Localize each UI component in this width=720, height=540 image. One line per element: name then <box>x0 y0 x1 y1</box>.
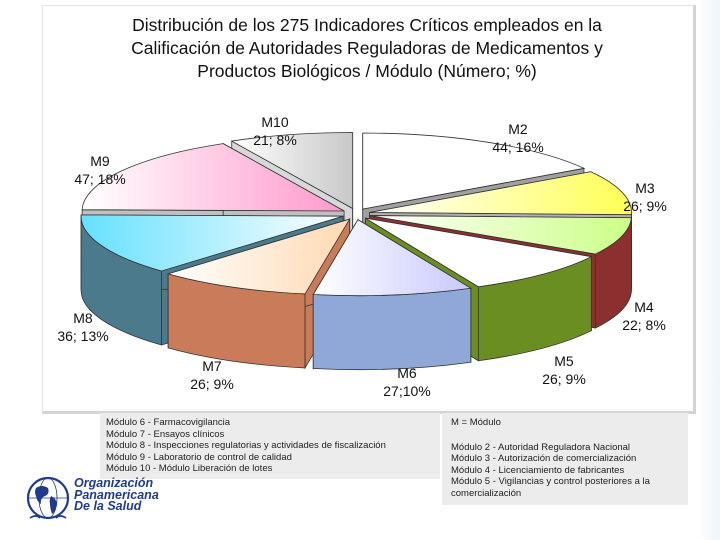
globe-icon <box>26 476 70 520</box>
logo-line: De la Salud <box>74 499 142 513</box>
slice-name-m2: M2 <box>508 121 528 137</box>
slice-label-m2: M2 44; 16% <box>483 120 553 156</box>
slice-value-m2: 44; 16% <box>492 139 544 155</box>
slice-top <box>369 171 632 216</box>
slice-top <box>166 218 351 295</box>
legend-item: Módulo 3 - Autorización de comercializac… <box>451 453 637 464</box>
slice-value-m6: 27;10% <box>383 383 431 399</box>
logo-line: Organización <box>74 476 154 490</box>
slice-top <box>312 219 472 297</box>
legend-item: Módulo 2 - Autoridad Reguladora Nacional <box>451 441 631 453</box>
slice-top <box>81 143 345 212</box>
slice-value-m10: 21; 8% <box>253 132 297 148</box>
slice-label-m6: M6 27;10% <box>372 364 442 400</box>
pie-slice-m6 <box>312 218 472 371</box>
slice-value-m7: 26; 9% <box>190 376 234 392</box>
slice-label-m4: M4 22; 8% <box>612 298 676 334</box>
slice-name-m9: M9 <box>90 153 110 169</box>
legend-note: M = Módulo <box>451 417 501 428</box>
slice-value-m3: 26; 9% <box>623 198 667 214</box>
slice-top <box>362 132 586 210</box>
slice-top <box>230 132 354 210</box>
slice-name-m10: M10 <box>261 114 289 130</box>
slice-label-m10: M10 21; 8% <box>245 113 305 149</box>
title-line-2: Calificación de Autoridades Reguladoras … <box>131 38 603 58</box>
slice-label-m3: M3 26; 9% <box>614 179 676 215</box>
slice-name-m3: M3 <box>635 180 655 196</box>
slice-name-m7: M7 <box>202 358 222 374</box>
legend-item: Módulo 10 - Módulo Liberación de lotes <box>106 463 273 474</box>
legend-item: Módulo 6 - Farmacovigilancia <box>106 417 231 428</box>
legend-item: Módulo 9 - Laboratorio de control de cal… <box>106 451 292 463</box>
legend-item: Módulo 4 - Licenciamiento de fabricantes <box>451 464 625 476</box>
legend-item: Módulo 8 - Inspecciones regulatorias y a… <box>106 440 386 451</box>
slice-name-m6: M6 <box>397 365 417 381</box>
slice-top <box>369 215 632 255</box>
slice-label-m8: M8 36; 13% <box>48 309 118 345</box>
slice-name-m8: M8 <box>73 310 93 326</box>
slice-label-m7: M7 26; 9% <box>180 357 244 393</box>
legend-modules-2-5: M = Módulo Módulo 2 - Autoridad Regulado… <box>442 413 688 505</box>
title-line-3: Productos Biológicos / Módulo (Número; %… <box>197 61 537 81</box>
slice-value-m5: 26; 9% <box>542 371 586 387</box>
logo-text: Organización Panamericana De la Salud <box>74 476 159 513</box>
legend-item: Módulo 5 - Vigilancias y control posteri… <box>451 476 650 487</box>
slice-label-m5: M5 26; 9% <box>532 352 596 388</box>
logo-line: Panamericana <box>74 487 159 502</box>
chart-title: Distribución de los 275 Indicadores Crít… <box>42 14 692 83</box>
slice-name-m4: M4 <box>634 299 654 315</box>
slice-value-m8: 36; 13% <box>57 328 109 344</box>
slice-name-m5: M5 <box>554 353 574 369</box>
paho-logo: Organización Panamericana De la Salud <box>24 474 174 522</box>
legend-item: comercialización <box>451 487 522 499</box>
slice-side <box>312 287 472 371</box>
edge-decoration <box>698 0 720 540</box>
slice-top <box>80 214 344 272</box>
legend-item: Módulo 7 - Ensayos clínicos <box>106 428 225 440</box>
slice-value-m9: 47; 18% <box>74 171 126 187</box>
slice-value-m4: 22; 8% <box>622 317 666 333</box>
slice-top <box>365 217 593 288</box>
slice-label-m9: M9 47; 18% <box>65 152 135 188</box>
legend-modules-6-10: Módulo 6 - Farmacovigilancia Módulo 7 - … <box>100 413 440 479</box>
title-line-1: Distribución de los 275 Indicadores Crít… <box>132 15 602 35</box>
